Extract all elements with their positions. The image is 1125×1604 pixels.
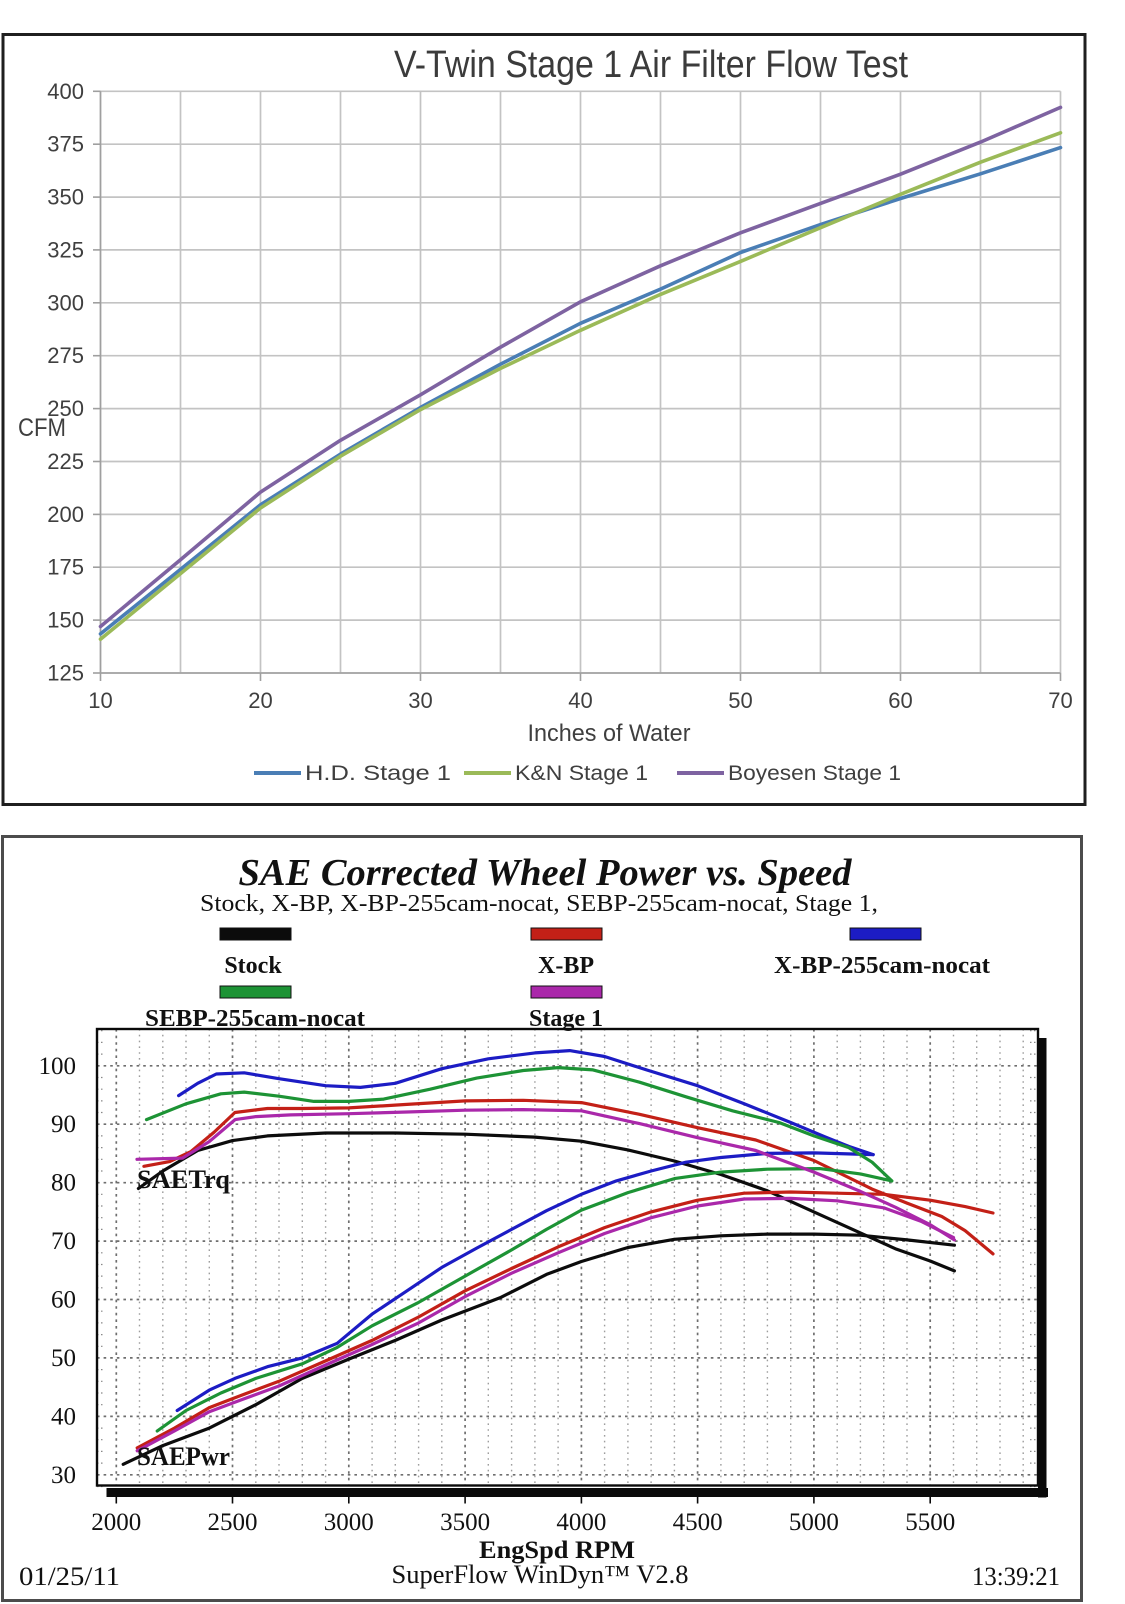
svg-text:X-BP: X-BP	[538, 953, 594, 979]
svg-text:60: 60	[888, 688, 912, 713]
svg-text:200: 200	[47, 502, 84, 527]
svg-text:4000: 4000	[556, 1509, 606, 1536]
svg-text:50: 50	[728, 688, 752, 713]
svg-text:70: 70	[1048, 688, 1072, 713]
svg-text:SEBP-255cam-nocat: SEBP-255cam-nocat	[145, 1006, 365, 1032]
svg-text:80: 80	[51, 1170, 76, 1197]
svg-text:EngSpd RPM: EngSpd RPM	[479, 1537, 635, 1564]
svg-text:Stock, X-BP, X-BP-255cam-nocat: Stock, X-BP, X-BP-255cam-nocat, SEBP-255…	[200, 891, 878, 917]
svg-text:Stage 1: Stage 1	[529, 1006, 603, 1032]
svg-text:60: 60	[51, 1287, 76, 1314]
svg-text:150: 150	[47, 608, 84, 633]
svg-text:SuperFlow WinDyn™ V2.8: SuperFlow WinDyn™ V2.8	[392, 1560, 689, 1589]
svg-text:SAE Corrected Wheel Power vs.: SAE Corrected Wheel Power vs. Speed	[239, 852, 853, 894]
svg-text:50: 50	[51, 1345, 76, 1372]
svg-text:400: 400	[47, 79, 84, 104]
svg-text:325: 325	[47, 237, 84, 262]
svg-text:20: 20	[248, 688, 272, 713]
svg-text:5000: 5000	[789, 1509, 839, 1536]
svg-text:375: 375	[47, 132, 84, 157]
svg-text:30: 30	[408, 688, 432, 713]
svg-text:175: 175	[47, 555, 84, 580]
svg-text:90: 90	[51, 1111, 76, 1138]
svg-text:Inches of Water: Inches of Water	[528, 720, 691, 747]
svg-text:CFM: CFM	[18, 414, 66, 442]
svg-text:250: 250	[47, 396, 84, 421]
svg-text:H.D. Stage 1: H.D. Stage 1	[305, 762, 451, 785]
svg-text:4500: 4500	[673, 1509, 723, 1536]
svg-text:3500: 3500	[440, 1509, 490, 1536]
svg-text:Boyesen Stage 1: Boyesen Stage 1	[728, 762, 901, 785]
svg-text:30: 30	[51, 1462, 76, 1489]
svg-text:40: 40	[568, 688, 592, 713]
svg-text:275: 275	[47, 343, 84, 368]
svg-text:K&N Stage 1: K&N Stage 1	[515, 762, 648, 785]
svg-text:350: 350	[47, 185, 84, 210]
svg-text:5500: 5500	[905, 1509, 955, 1536]
svg-text:SAETrq: SAETrq	[137, 1165, 231, 1194]
svg-text:2500: 2500	[208, 1509, 258, 1536]
svg-text:3000: 3000	[324, 1509, 374, 1536]
svg-text:01/25/11: 01/25/11	[19, 1562, 120, 1591]
svg-text:300: 300	[47, 290, 84, 315]
svg-text:225: 225	[47, 449, 84, 474]
svg-text:70: 70	[51, 1228, 76, 1255]
svg-text:2000: 2000	[91, 1509, 141, 1536]
svg-text:X-BP-255cam-nocat: X-BP-255cam-nocat	[774, 953, 990, 979]
svg-text:SAEPwr: SAEPwr	[137, 1442, 230, 1471]
svg-text:40: 40	[51, 1403, 76, 1430]
svg-text:100: 100	[39, 1053, 77, 1080]
svg-text:13:39:21: 13:39:21	[972, 1562, 1060, 1591]
svg-text:10: 10	[88, 688, 112, 713]
svg-text:125: 125	[47, 661, 84, 686]
svg-text:Stock: Stock	[224, 953, 282, 979]
svg-text:V-Twin Stage 1 Air Filter Flow: V-Twin Stage 1 Air Filter Flow Test	[394, 44, 908, 86]
